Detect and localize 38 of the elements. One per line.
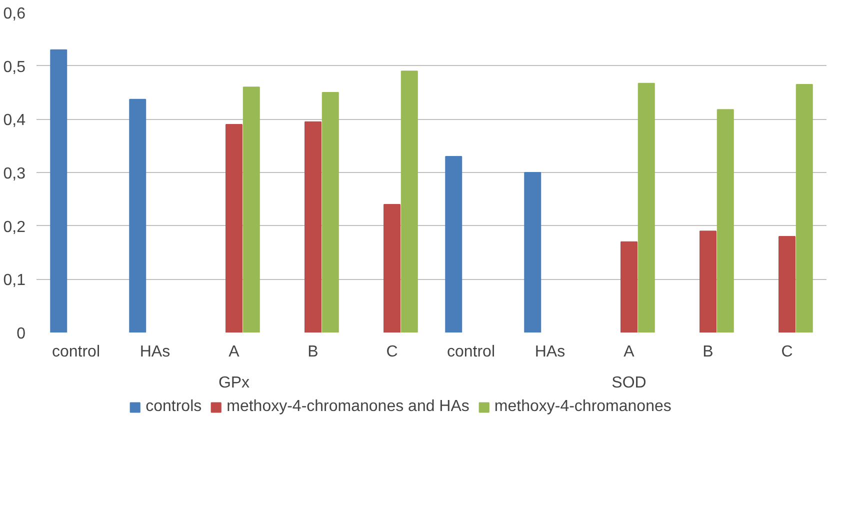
bar: [304, 121, 322, 332]
x-tick-label: B: [308, 344, 318, 360]
text: SOD: [612, 374, 646, 392]
y-tick-label: 0,1: [3, 272, 26, 290]
legend-label: methoxy-4-chromanones and HAs: [226, 398, 470, 416]
bar: [620, 241, 638, 332]
y-tick-label: 0,2: [3, 218, 26, 236]
bar: [400, 70, 418, 332]
legend-label: controls: [146, 398, 202, 416]
x-tick-label: B: [702, 344, 714, 360]
bar: [524, 172, 542, 332]
x-tick-label: HAs: [140, 344, 170, 360]
bar: [384, 204, 400, 332]
x-tick-label: A: [624, 344, 635, 360]
x-tick-label: C: [386, 344, 398, 360]
bar: [716, 109, 734, 332]
bar: [50, 49, 68, 332]
x-tick-label: control: [52, 344, 100, 360]
bar: [242, 86, 260, 332]
x-tick-label: control: [446, 344, 496, 360]
bar: [445, 156, 462, 332]
y-tick-label: 0,4: [3, 112, 26, 130]
bar: [796, 84, 813, 332]
x-tick-label: C: [781, 344, 793, 360]
y-tick-label: 0,5: [3, 58, 26, 76]
x-tick-label: A: [228, 344, 240, 360]
bar: [778, 236, 796, 332]
text: GPx: [218, 374, 250, 392]
legend-label: methoxy-4-chromanones: [494, 398, 672, 416]
bar: [700, 230, 716, 332]
bar: [322, 92, 339, 332]
bar: [226, 124, 242, 332]
y-tick-label: 0: [16, 326, 26, 342]
y-tick-label: 0,6: [3, 6, 26, 22]
bar: [638, 82, 655, 332]
x-tick-label: HAs: [534, 344, 566, 360]
bar: [129, 98, 146, 332]
y-tick-label: 0,3: [3, 166, 26, 182]
